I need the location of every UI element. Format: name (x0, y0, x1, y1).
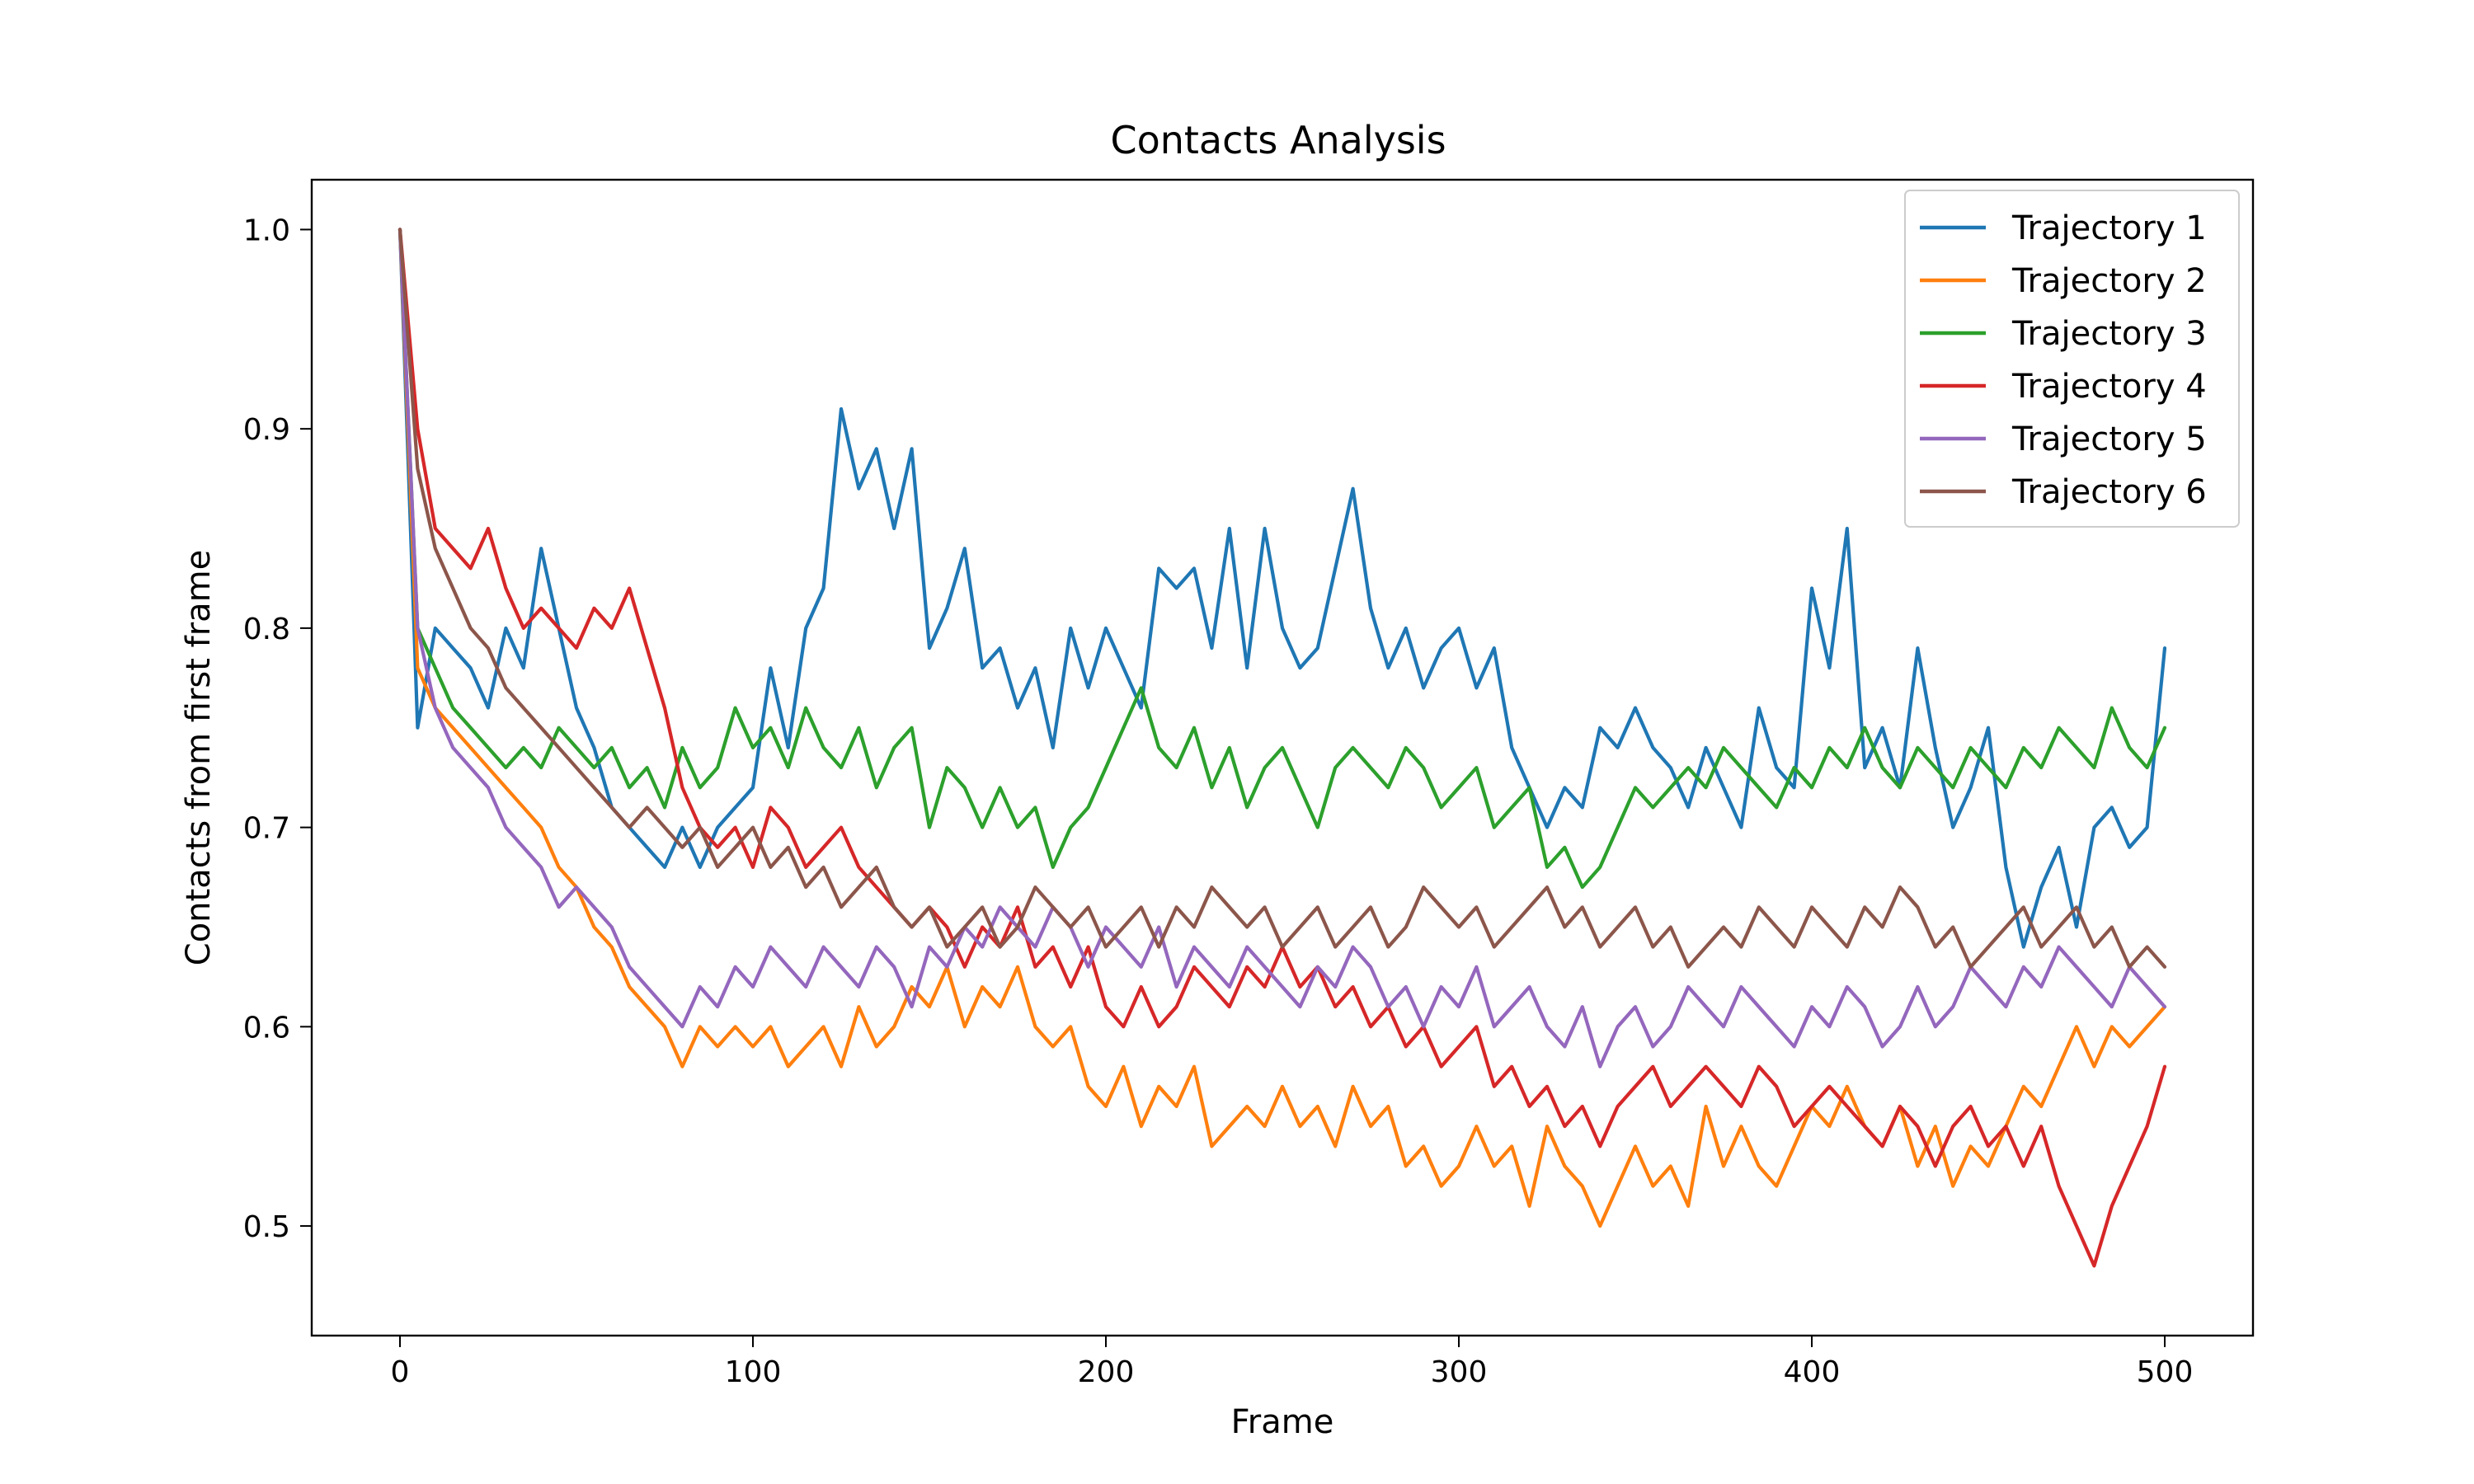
legend-label: Trajectory 5 (2011, 420, 2207, 458)
legend-box (1904, 190, 2240, 528)
legend-label: Trajectory 4 (2011, 368, 2207, 406)
x-axis: 0 100 200 300 400 500 (391, 1336, 2194, 1389)
y-tick-label: 1.0 (243, 214, 290, 247)
y-tick-label: 0.6 (243, 1011, 290, 1045)
x-tick-label: 300 (1431, 1355, 1488, 1389)
series-line-trajectory-1 (397, 228, 2167, 949)
series-line-trajectory-3 (397, 228, 2167, 890)
x-tick-label: 500 (2137, 1355, 2194, 1389)
x-tick-label: 100 (725, 1355, 782, 1389)
series-line-trajectory-5 (397, 228, 2167, 1068)
y-tick-label: 0.5 (243, 1210, 290, 1244)
y-tick-label: 0.9 (243, 413, 290, 447)
legend-label: Trajectory 2 (2011, 262, 2207, 300)
plot-frame (310, 178, 2255, 1337)
x-tick-label: 0 (391, 1355, 410, 1389)
legend-label: Trajectory 6 (2011, 473, 2207, 511)
legend-label: Trajectory 1 (2011, 209, 2207, 247)
y-tick-label: 0.7 (243, 812, 290, 846)
y-axis: 0.5 0.6 0.7 0.8 0.9 1.0 (243, 214, 312, 1244)
legend: Trajectory 1 Trajectory 2 Trajectory 3 Traj… (1904, 190, 2240, 528)
legend-label: Trajectory 3 (2011, 315, 2207, 353)
x-axis-label: Frame (1231, 1403, 1334, 1441)
y-tick-label: 0.8 (243, 613, 290, 646)
chart-title: Contacts Analysis (1110, 118, 1446, 162)
x-tick-label: 200 (1078, 1355, 1135, 1389)
series-layer (397, 228, 2167, 1268)
x-tick-label: 400 (1784, 1355, 1841, 1389)
y-axis-label: Contacts from first frame (180, 550, 218, 965)
series-line-trajectory-6 (397, 228, 2167, 969)
